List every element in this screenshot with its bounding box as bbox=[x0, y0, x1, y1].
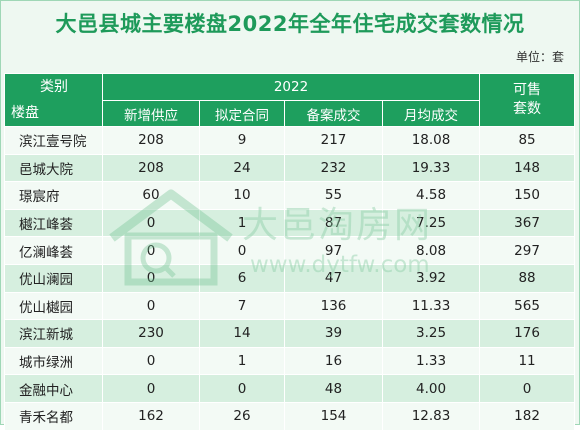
monthly-cell: 18.08 bbox=[381, 126, 481, 155]
monthly-cell: 4.58 bbox=[381, 181, 481, 210]
contract-cell: 6 bbox=[199, 263, 285, 293]
available-cell: 85 bbox=[479, 126, 576, 155]
page-title: 大邑县城主要楼盘2022年全年住宅成交套数情况 bbox=[55, 12, 525, 36]
available-cell: 148 bbox=[479, 153, 576, 183]
supply-cell: 0 bbox=[102, 208, 200, 238]
supply-cell: 0 bbox=[102, 263, 200, 293]
contract-cell: 1 bbox=[199, 208, 285, 238]
corner-header: 类别 楼盘 bbox=[4, 73, 103, 127]
column-header-filed: 备案成交 bbox=[284, 100, 383, 127]
contract-cell: 9 bbox=[199, 126, 285, 155]
project-name: 城市绿洲 bbox=[4, 346, 103, 376]
monthly-cell: 3.92 bbox=[381, 263, 481, 293]
filed-cell: 48 bbox=[284, 374, 383, 403]
contract-cell: 24 bbox=[199, 153, 285, 183]
available-cell: 176 bbox=[479, 319, 576, 348]
filed-cell: 87 bbox=[284, 208, 383, 238]
project-name: 樾江峰荟 bbox=[4, 208, 103, 238]
filed-cell: 154 bbox=[284, 401, 383, 431]
available-cell: 11 bbox=[479, 346, 576, 376]
table-row: 滨江新城 230 14 39 3.25 176 bbox=[4, 319, 576, 348]
table-row: 亿澜峰荟 0 0 97 8.08 297 bbox=[4, 236, 576, 265]
contract-cell: 0 bbox=[199, 236, 285, 265]
monthly-cell: 3.25 bbox=[381, 319, 481, 348]
monthly-cell: 1.33 bbox=[381, 346, 481, 376]
contract-cell: 1 bbox=[199, 346, 285, 376]
contract-cell: 10 bbox=[199, 181, 285, 210]
filed-cell: 39 bbox=[284, 319, 383, 348]
monthly-cell: 12.83 bbox=[381, 401, 481, 431]
table-row: 优山澜园 0 6 47 3.92 88 bbox=[4, 263, 576, 293]
monthly-cell: 8.08 bbox=[381, 236, 481, 265]
project-name: 邑城大院 bbox=[4, 153, 103, 183]
table-row: 金融中心 0 0 48 4.00 0 bbox=[4, 374, 576, 403]
supply-cell: 0 bbox=[102, 236, 200, 265]
supply-cell: 208 bbox=[102, 126, 200, 155]
available-cell: 150 bbox=[479, 181, 576, 210]
table-row: 优山樾园 0 7 136 11.33 565 bbox=[4, 291, 576, 321]
available-header-line2: 套数 bbox=[513, 101, 542, 117]
project-name: 滨江新城 bbox=[4, 319, 103, 348]
available-cell: 297 bbox=[479, 236, 576, 265]
contract-cell: 26 bbox=[199, 401, 285, 431]
project-name: 璟宸府 bbox=[4, 181, 103, 210]
available-header: 可售 套数 bbox=[479, 73, 576, 127]
supply-cell: 0 bbox=[102, 346, 200, 376]
available-cell: 367 bbox=[479, 208, 576, 238]
monthly-cell: 11.33 bbox=[381, 291, 481, 321]
table-row: 滨江壹号院 208 9 217 18.08 85 bbox=[4, 126, 576, 155]
corner-category-label: 类别 bbox=[40, 79, 68, 95]
table-row: 青禾名都 162 26 154 12.83 182 bbox=[4, 401, 576, 431]
available-header-line1: 可售 bbox=[513, 82, 542, 98]
header-row-sub: 新增供应 拟定合同 备案成交 月均成交 bbox=[5, 100, 575, 127]
contract-cell: 0 bbox=[199, 374, 285, 403]
sales-table: 类别 楼盘 2022 可售 套数 新增供应 拟定合同 备案成交 月均成交 滨江壹… bbox=[4, 73, 576, 431]
supply-cell: 162 bbox=[102, 401, 200, 431]
unit-label: 单位：套 bbox=[515, 50, 564, 64]
available-cell: 0 bbox=[479, 374, 576, 403]
project-name: 青禾名都 bbox=[4, 401, 103, 431]
monthly-cell: 7.25 bbox=[381, 208, 481, 238]
table-row: 城市绿洲 0 1 16 1.33 11 bbox=[4, 346, 576, 376]
project-name: 滨江壹号院 bbox=[4, 126, 103, 155]
available-cell: 88 bbox=[479, 263, 576, 293]
filed-cell: 55 bbox=[284, 181, 383, 210]
filed-cell: 217 bbox=[284, 126, 383, 155]
supply-cell: 0 bbox=[102, 374, 200, 403]
filed-cell: 16 bbox=[284, 346, 383, 376]
filed-cell: 232 bbox=[284, 153, 383, 183]
header-row-top: 类别 楼盘 2022 可售 套数 bbox=[4, 73, 576, 127]
table-row: 樾江峰荟 0 1 87 7.25 367 bbox=[4, 208, 576, 238]
contract-cell: 7 bbox=[199, 291, 285, 321]
project-name: 优山樾园 bbox=[4, 291, 103, 321]
contract-cell: 14 bbox=[199, 319, 285, 348]
table-row: 邑城大院 208 24 232 19.33 148 bbox=[4, 153, 576, 183]
available-cell: 182 bbox=[479, 401, 576, 431]
supply-cell: 0 bbox=[102, 291, 200, 321]
column-header-supply: 新增供应 bbox=[102, 100, 200, 127]
column-header-contract: 拟定合同 bbox=[199, 100, 285, 127]
corner-project-label: 楼盘 bbox=[11, 105, 39, 121]
filed-cell: 97 bbox=[284, 236, 383, 265]
filed-cell: 47 bbox=[284, 263, 383, 293]
supply-cell: 208 bbox=[102, 153, 200, 183]
supply-cell: 60 bbox=[102, 181, 200, 210]
table-row: 璟宸府 60 10 55 4.58 150 bbox=[4, 181, 576, 210]
supply-cell: 230 bbox=[102, 319, 200, 348]
column-header-monthly: 月均成交 bbox=[381, 100, 481, 127]
filed-cell: 136 bbox=[284, 291, 383, 321]
monthly-cell: 4.00 bbox=[381, 374, 481, 403]
project-name: 亿澜峰荟 bbox=[4, 236, 103, 265]
year-header: 2022 bbox=[101, 73, 481, 101]
available-cell: 565 bbox=[479, 291, 576, 321]
project-name: 优山澜园 bbox=[4, 263, 103, 293]
monthly-cell: 19.33 bbox=[381, 153, 481, 183]
project-name: 金融中心 bbox=[4, 374, 103, 403]
